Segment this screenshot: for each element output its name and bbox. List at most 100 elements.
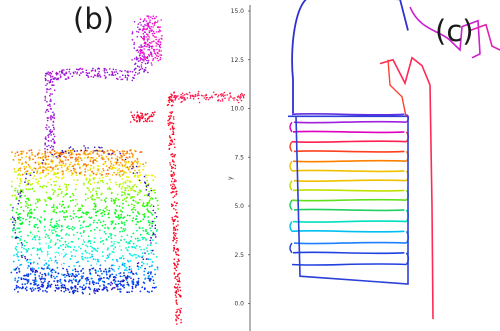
scatter-point [38, 238, 41, 241]
scatter-point [63, 264, 66, 268]
scatter-point [85, 153, 87, 156]
scatter-point [51, 168, 54, 170]
scatter-point [147, 117, 149, 120]
scatter-point [52, 133, 55, 135]
scatter-point [142, 238, 144, 241]
scatter-point [159, 54, 161, 56]
scatter-point [111, 74, 114, 76]
scatter-point [30, 149, 33, 152]
scatter-point [133, 43, 135, 46]
scatter-point [19, 216, 22, 219]
scatter-point [144, 278, 147, 280]
scatter-point [181, 92, 184, 95]
scatter-point [19, 219, 22, 222]
scatter-point [42, 171, 44, 174]
sweep-row [291, 112, 405, 116]
scatter-point [207, 98, 210, 101]
scatter-point [62, 248, 65, 251]
scatter-point [178, 280, 181, 283]
scatter-point [173, 201, 176, 203]
scatter-point [48, 264, 50, 266]
scatter-point [59, 188, 62, 191]
scatter-point [11, 194, 14, 197]
scatter-point [55, 78, 58, 81]
scatter-point [65, 156, 67, 159]
scatter-point [57, 77, 60, 80]
scatter-point [97, 74, 99, 77]
scatter-point [140, 151, 143, 153]
scatter-point [167, 119, 169, 122]
scatter-point [226, 94, 228, 96]
scatter-point [55, 165, 57, 168]
scatter-point [36, 172, 38, 175]
scatter-point [65, 169, 68, 172]
scatter-point [67, 183, 70, 186]
scatter-point [175, 319, 177, 322]
scatter-point [43, 267, 45, 270]
scatter-point [122, 182, 124, 185]
scatter-point [125, 241, 128, 244]
scatter-point [46, 151, 49, 154]
scatter-point [149, 221, 151, 224]
scatter-point [50, 246, 52, 249]
scatter-point [161, 34, 163, 37]
scatter-point [153, 52, 156, 54]
scatter-point [146, 263, 149, 265]
scatter-point [103, 262, 106, 265]
scatter-point [119, 175, 122, 178]
scatter-point [176, 240, 178, 242]
scatter-point [54, 168, 57, 171]
scatter-point [78, 74, 81, 76]
scatter-point [102, 158, 105, 161]
scatter-point [94, 70, 97, 72]
scatter-point [174, 276, 177, 278]
scatter-point [56, 254, 59, 258]
scatter-point [119, 272, 122, 274]
scatter-point [44, 99, 46, 101]
scatter-point [103, 276, 105, 279]
scatter-point [134, 237, 137, 240]
scatter-point [148, 31, 151, 34]
scatter-point [148, 41, 151, 44]
scatter-point [144, 62, 147, 65]
scatter-point [153, 24, 156, 26]
scatter-point [26, 206, 29, 209]
scatter-point [172, 159, 174, 161]
scatter-point [50, 184, 53, 186]
sweep-row [293, 208, 405, 212]
scatter-point [137, 116, 140, 118]
scatter-point [50, 115, 52, 117]
scatter-point [84, 168, 87, 171]
scatter-point [13, 168, 16, 170]
scatter-point [154, 212, 156, 214]
scatter-point [147, 216, 150, 218]
scatter-point [25, 188, 28, 190]
scatter-point [203, 97, 206, 99]
scatter-point [47, 158, 49, 161]
scatter-point [77, 283, 79, 286]
scatter-point [96, 153, 99, 156]
scatter-point [17, 218, 20, 221]
scatter-point [151, 174, 154, 177]
scatter-point [15, 196, 18, 199]
scatter-point [49, 284, 51, 287]
scatter-point [73, 246, 76, 248]
scatter-point [142, 202, 145, 205]
scatter-point [14, 155, 16, 158]
scatter-point [92, 166, 95, 169]
sweep-row [292, 130, 405, 134]
scatter-point [148, 190, 151, 193]
scatter-point [171, 216, 173, 219]
scatter-point [114, 153, 116, 156]
scatter-point [175, 191, 177, 193]
scatter-point [64, 163, 67, 165]
scatter-point [61, 151, 63, 154]
scatter-point [83, 265, 86, 268]
scatter-point [18, 162, 20, 164]
scatter-point [73, 170, 76, 173]
scatter-point [12, 221, 14, 223]
scatter-point [64, 287, 67, 290]
scatter-point [47, 272, 50, 275]
scatter-point [148, 46, 150, 49]
